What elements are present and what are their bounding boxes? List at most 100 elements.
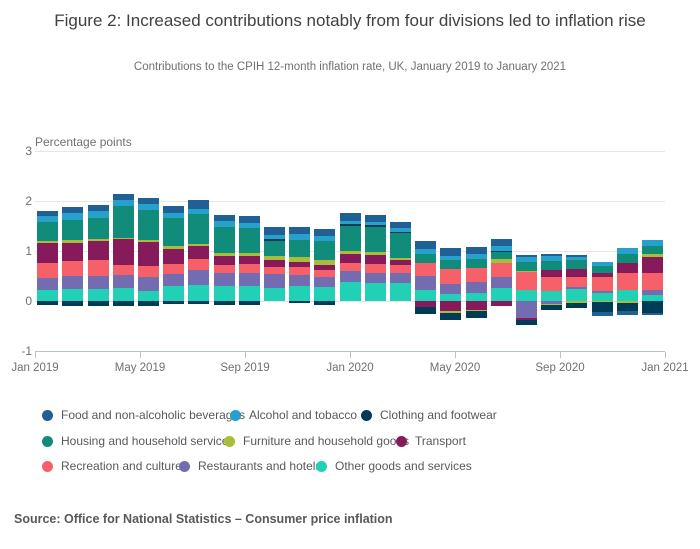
bar-segment-other-goods-and-services[interactable] — [415, 290, 437, 301]
legend-item-housing-and-household-services[interactable]: Housing and household services — [42, 434, 234, 448]
bar-segment-recreation-and-culture[interactable] — [37, 263, 59, 278]
bar-segment-recreation-and-culture[interactable] — [465, 268, 487, 282]
bar-segment-alcohol-and-tobacco[interactable] — [62, 213, 84, 220]
bar-segment-furniture-and-household-goods[interactable] — [37, 241, 59, 243]
bar-segment-food-and-non-alcoholic-beverages[interactable] — [289, 226, 311, 234]
bar-segment-housing-and-household-services[interactable] — [591, 266, 613, 273]
bar-segment-restaurants-and-hotels[interactable] — [364, 272, 386, 283]
bar-segment-recreation-and-culture[interactable] — [213, 264, 235, 273]
bar-segment-clothing-and-footwear[interactable] — [87, 301, 109, 306]
bar-aug-2020[interactable] — [515, 151, 537, 352]
bar-segment-other-goods-and-services[interactable] — [263, 287, 285, 301]
bar-segment-furniture-and-household-goods[interactable] — [314, 260, 336, 265]
bar-segment-restaurants-and-hotels[interactable] — [213, 273, 235, 286]
bar-segment-clothing-and-footwear[interactable] — [440, 312, 462, 320]
bar-jul-2020[interactable] — [490, 151, 512, 352]
bar-segment-recreation-and-culture[interactable] — [238, 263, 260, 273]
bar-segment-restaurants-and-hotels[interactable] — [314, 277, 336, 287]
bar-segment-restaurants-and-hotels[interactable] — [591, 290, 613, 293]
bar-segment-recreation-and-culture[interactable] — [62, 261, 84, 276]
bar-may-2020[interactable] — [440, 151, 462, 352]
bar-segment-other-goods-and-services[interactable] — [440, 293, 462, 301]
bar-segment-furniture-and-household-goods[interactable] — [188, 243, 210, 246]
bar-segment-other-goods-and-services[interactable] — [238, 285, 260, 301]
bar-segment-food-and-non-alcoholic-beverages[interactable] — [440, 248, 462, 256]
bar-apr-2020[interactable] — [415, 151, 437, 352]
bar-segment-restaurants-and-hotels[interactable] — [289, 274, 311, 286]
bar-segment-food-and-non-alcoholic-beverages[interactable] — [62, 207, 84, 213]
bar-segment-restaurants-and-hotels[interactable] — [263, 274, 285, 288]
bar-segment-housing-and-household-services[interactable] — [515, 262, 537, 271]
bar-jun-2020[interactable] — [465, 151, 487, 352]
bar-segment-housing-and-household-services[interactable] — [415, 254, 437, 263]
bar-segment-transport[interactable] — [591, 272, 613, 277]
bar-segment-alcohol-and-tobacco[interactable] — [616, 247, 638, 254]
bar-segment-furniture-and-household-goods[interactable] — [591, 301, 613, 302]
bar-segment-food-and-non-alcoholic-beverages[interactable] — [238, 216, 260, 223]
bar-segment-restaurants-and-hotels[interactable] — [641, 290, 663, 295]
bar-segment-transport[interactable] — [566, 269, 588, 277]
bar-feb-2020[interactable] — [364, 151, 386, 352]
bar-segment-transport[interactable] — [213, 256, 235, 265]
bar-segment-furniture-and-household-goods[interactable] — [440, 311, 462, 313]
bar-segment-recreation-and-culture[interactable] — [591, 276, 613, 291]
bar-segment-recreation-and-culture[interactable] — [415, 263, 437, 276]
bar-segment-alcohol-and-tobacco[interactable] — [289, 234, 311, 240]
bar-segment-housing-and-household-services[interactable] — [541, 261, 563, 270]
bar-segment-furniture-and-household-goods[interactable] — [541, 303, 563, 305]
bar-segment-restaurants-and-hotels[interactable] — [238, 273, 260, 286]
bar-segment-food-and-non-alcoholic-beverages[interactable] — [364, 215, 386, 222]
bar-segment-clothing-and-footwear[interactable] — [289, 301, 311, 303]
bar-segment-restaurants-and-hotels[interactable] — [541, 301, 563, 304]
bar-segment-clothing-and-footwear[interactable] — [389, 231, 411, 233]
bar-segment-food-and-non-alcoholic-beverages[interactable] — [188, 200, 210, 209]
bar-segment-alcohol-and-tobacco[interactable] — [389, 228, 411, 232]
bar-segment-clothing-and-footwear[interactable] — [541, 305, 563, 310]
bar-segment-clothing-and-footwear[interactable] — [263, 239, 285, 241]
bar-segment-transport[interactable] — [541, 270, 563, 277]
bar-segment-transport[interactable] — [339, 254, 361, 263]
bar-segment-food-and-non-alcoholic-beverages[interactable] — [465, 246, 487, 254]
bar-segment-alcohol-and-tobacco[interactable] — [490, 246, 512, 251]
bar-segment-food-and-non-alcoholic-beverages[interactable] — [541, 254, 563, 256]
bar-segment-food-and-non-alcoholic-beverages[interactable] — [137, 198, 159, 204]
bar-segment-food-and-non-alcoholic-beverages[interactable] — [37, 211, 59, 216]
legend-item-furniture-and-household-goods[interactable]: Furniture and household goods — [224, 434, 409, 448]
bar-segment-transport[interactable] — [289, 261, 311, 267]
bar-segment-recreation-and-culture[interactable] — [566, 276, 588, 287]
bar-segment-housing-and-household-services[interactable] — [364, 226, 386, 252]
bar-segment-furniture-and-household-goods[interactable] — [62, 240, 84, 243]
bar-segment-clothing-and-footwear[interactable] — [641, 301, 663, 313]
bar-segment-transport[interactable] — [515, 317, 537, 320]
bar-mar-2019[interactable] — [87, 151, 109, 352]
legend-item-clothing-and-footwear[interactable]: Clothing and footwear — [361, 408, 497, 422]
bar-aug-2019[interactable] — [213, 151, 235, 352]
bar-segment-other-goods-and-services[interactable] — [591, 292, 613, 301]
bar-segment-housing-and-household-services[interactable] — [238, 227, 260, 253]
bar-segment-alcohol-and-tobacco[interactable] — [339, 220, 361, 224]
bar-segment-other-goods-and-services[interactable] — [339, 281, 361, 301]
bar-segment-other-goods-and-services[interactable] — [515, 290, 537, 301]
bar-segment-other-goods-and-services[interactable] — [490, 287, 512, 301]
bar-segment-furniture-and-household-goods[interactable] — [465, 310, 487, 311]
bar-segment-housing-and-household-services[interactable] — [112, 205, 134, 238]
bar-segment-clothing-and-footwear[interactable] — [566, 302, 588, 308]
bar-segment-food-and-non-alcoholic-beverages[interactable] — [263, 227, 285, 235]
bar-segment-furniture-and-household-goods[interactable] — [616, 301, 638, 303]
bar-segment-restaurants-and-hotels[interactable] — [137, 277, 159, 291]
bar-mar-2020[interactable] — [389, 151, 411, 352]
bar-segment-alcohol-and-tobacco[interactable] — [112, 199, 134, 206]
bar-segment-transport[interactable] — [440, 301, 462, 311]
bar-segment-food-and-non-alcoholic-beverages[interactable] — [566, 254, 588, 257]
bar-jun-2019[interactable] — [163, 151, 185, 352]
bar-segment-alcohol-and-tobacco[interactable] — [541, 256, 563, 261]
bar-segment-recreation-and-culture[interactable] — [616, 272, 638, 290]
bar-segment-other-goods-and-services[interactable] — [465, 292, 487, 301]
bar-segment-clothing-and-footwear[interactable] — [415, 306, 437, 314]
bar-segment-furniture-and-household-goods[interactable] — [339, 250, 361, 254]
bar-segment-alcohol-and-tobacco[interactable] — [415, 248, 437, 254]
bar-segment-transport[interactable] — [37, 243, 59, 263]
bar-segment-housing-and-household-services[interactable] — [263, 241, 285, 256]
bar-segment-clothing-and-footwear[interactable] — [314, 301, 336, 305]
bar-segment-clothing-and-footwear[interactable] — [37, 301, 59, 305]
